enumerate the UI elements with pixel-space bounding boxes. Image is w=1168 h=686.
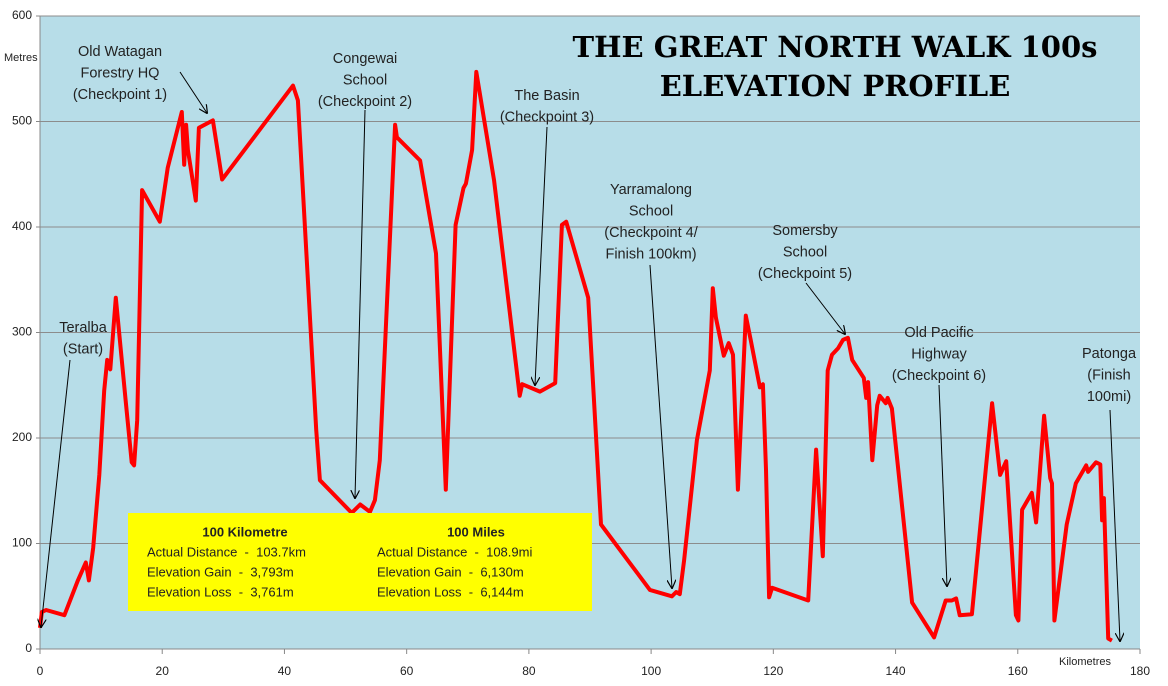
info-box-row: Elevation Loss - 6,144m xyxy=(377,584,524,599)
annotation-text: Highway xyxy=(911,346,967,362)
info-box xyxy=(128,513,592,611)
y-tick-label: 400 xyxy=(12,219,32,233)
x-axis-label: Kilometres xyxy=(1059,656,1111,668)
x-tick-label: 60 xyxy=(400,664,414,678)
annotation-arrow xyxy=(938,384,947,586)
annotation-text: Yarramalong xyxy=(610,182,692,198)
y-tick-label: 600 xyxy=(12,8,32,22)
x-tick-label: 40 xyxy=(278,664,292,678)
y-tick-label: 0 xyxy=(25,641,32,655)
x-tick-label: 100 xyxy=(641,664,661,678)
annotation-text: Old Pacific xyxy=(904,325,973,341)
x-tick-label: 20 xyxy=(156,664,170,678)
x-tick-label: 160 xyxy=(1008,664,1028,678)
annotation-text: Forestry HQ xyxy=(81,65,160,81)
y-axis-label: Metres xyxy=(4,52,38,64)
info-box-row: Elevation Gain - 3,793m xyxy=(147,564,294,579)
annotation-text: (Checkpoint 5) xyxy=(758,266,852,282)
annotation-text: (Checkpoint 3) xyxy=(500,109,594,125)
x-tick-label: 180 xyxy=(1130,664,1150,678)
annotation-arrow xyxy=(1109,409,1120,641)
annotation-text: (Checkpoint 4/ xyxy=(604,225,698,241)
chart-title: ELEVATION PROFILE xyxy=(660,69,1011,103)
info-box-row: Elevation Gain - 6,130m xyxy=(377,564,524,579)
annotation-text: The Basin xyxy=(514,88,579,104)
annotation-arrow xyxy=(179,71,207,113)
annotation-arrow xyxy=(805,282,845,334)
info-box-title: 100 Miles xyxy=(447,524,505,539)
annotation-text: (Finish xyxy=(1087,367,1131,383)
annotation-text: School xyxy=(343,72,387,88)
annotation-arrow xyxy=(649,264,672,588)
annotation-text: (Start) xyxy=(63,341,103,357)
annotation-text: (Checkpoint 2) xyxy=(318,94,412,110)
y-tick-label: 200 xyxy=(12,430,32,444)
elevation-line xyxy=(38,69,1113,643)
annotation-text: 100mi) xyxy=(1087,389,1131,405)
y-tick-label: 100 xyxy=(12,536,32,550)
x-tick-label: 80 xyxy=(522,664,536,678)
info-box-row: Elevation Loss - 3,761m xyxy=(147,584,294,599)
annotation-text: Teralba xyxy=(59,320,107,336)
info-box-row: Actual Distance - 108.9mi xyxy=(377,544,532,559)
x-tick-label: 0 xyxy=(37,664,44,678)
info-box-title: 100 Kilometre xyxy=(202,524,287,539)
annotation-arrow xyxy=(355,109,366,498)
y-tick-label: 500 xyxy=(12,114,32,128)
chart-title: THE GREAT NORTH WALK 100s xyxy=(573,30,1098,64)
annotation-text: Patonga xyxy=(1082,346,1137,362)
annotation-text: (Checkpoint 6) xyxy=(892,368,986,384)
annotation-text: Congewai xyxy=(333,51,398,67)
x-tick-label: 140 xyxy=(886,664,906,678)
annotation-text: Somersby xyxy=(772,223,838,239)
annotation-text: School xyxy=(783,244,827,260)
annotation-text: School xyxy=(629,203,673,219)
annotation-arrow xyxy=(535,126,548,385)
y-tick-label: 300 xyxy=(12,325,32,339)
annotation-text: Old Watagan xyxy=(78,44,162,60)
annotation-text: (Checkpoint 1) xyxy=(73,87,167,103)
info-box-row: Actual Distance - 103.7km xyxy=(147,544,306,559)
annotation-text: Finish 100km) xyxy=(605,246,696,262)
annotation-arrow xyxy=(41,359,71,627)
x-tick-label: 120 xyxy=(763,664,783,678)
